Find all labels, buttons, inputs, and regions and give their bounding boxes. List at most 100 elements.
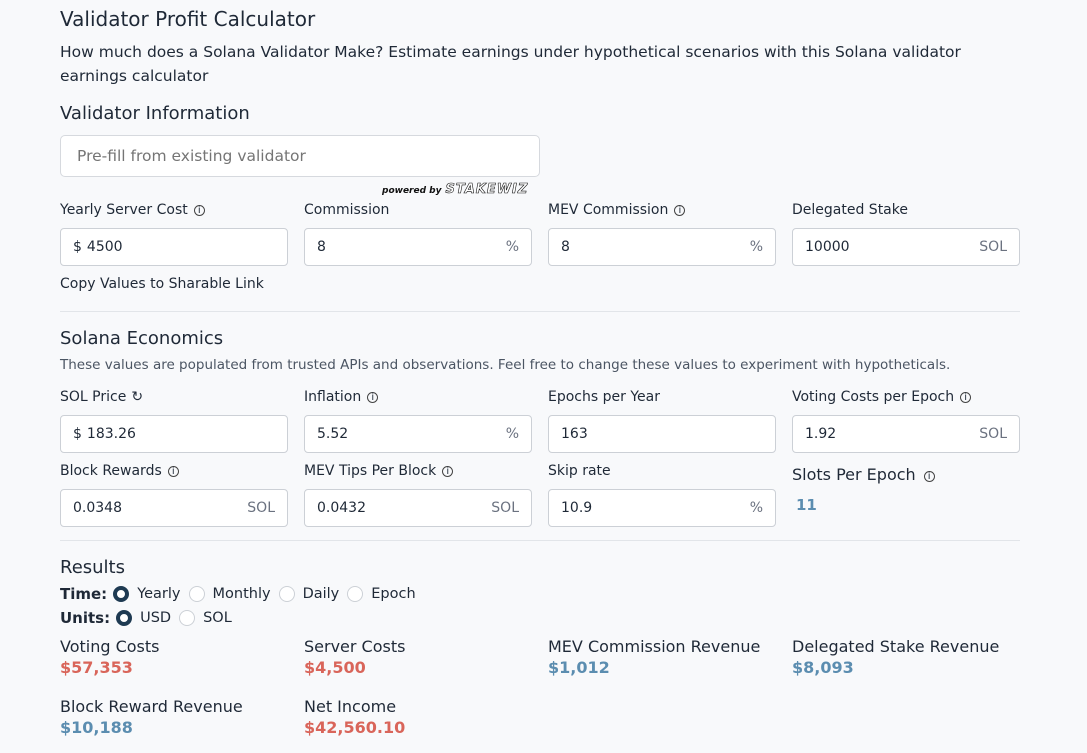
slots-per-epoch: Slots Per Epoch i 11	[792, 465, 935, 514]
result-value: $4,500	[304, 658, 366, 677]
powered-by-text: powered by	[382, 186, 442, 196]
radio-checked-icon[interactable]	[116, 610, 133, 626]
radio-unchecked-icon[interactable]	[188, 586, 205, 602]
result-value: $10,188	[60, 718, 133, 737]
result-voting-costs: Voting Costs $57,353	[60, 637, 300, 677]
unit-suffix: SOL	[979, 426, 1007, 442]
field-commission: Commission 8%	[304, 202, 532, 266]
field-voting-costs-per-epoch: Voting Costs per Epoch i 1.92 SOL	[792, 389, 1020, 453]
time-label: Time:	[60, 585, 108, 603]
result-label: MEV Commission Revenue	[548, 637, 761, 656]
input-value: 0.0432	[317, 500, 366, 516]
field-delegated-stake: Delegated Stake 10000 SOL	[792, 202, 1020, 266]
field-mev-commission: MEV Commission i 8%	[548, 202, 776, 266]
input-value: 0.0348	[73, 500, 122, 516]
label-text: Inflation	[304, 389, 362, 405]
label-text: Epochs per Year	[548, 389, 660, 405]
label-text: SOL Price	[60, 389, 127, 405]
field-yearly-server-cost: Yearly Server Cost i $4500	[60, 202, 288, 266]
label-text: Yearly Server Cost	[60, 202, 188, 218]
units-radio-group: Units: USD SOL	[60, 609, 240, 627]
input-value: 163	[561, 426, 588, 442]
info-icon[interactable]: i	[442, 466, 454, 477]
option-label: Yearly	[137, 586, 181, 602]
economics-subtitle: These values are populated from trusted …	[60, 357, 951, 373]
info-icon[interactable]: i	[960, 392, 972, 403]
unit-suffix: %	[505, 426, 519, 442]
input-value: 4500	[86, 239, 123, 255]
inflation-input[interactable]: 5.52%	[304, 415, 532, 453]
label-text: MEV Commission	[548, 202, 669, 218]
info-icon[interactable]: i	[167, 466, 179, 477]
result-mev-commission-revenue: MEV Commission Revenue $1,012	[548, 637, 788, 677]
radio-checked-icon[interactable]	[113, 586, 130, 602]
time-option-daily[interactable]: Daily	[278, 586, 340, 602]
validator-heading: Validator Information	[60, 103, 250, 124]
units-label: Units:	[60, 609, 111, 627]
radio-unchecked-icon[interactable]	[179, 610, 196, 626]
delegated-stake-input[interactable]: 10000 SOL	[792, 228, 1020, 266]
info-icon[interactable]: i	[193, 205, 205, 216]
prefix: $	[73, 239, 82, 255]
field-skip-rate: Skip rate 10.9%	[548, 463, 776, 527]
result-net-income: Net Income $42,560.10	[304, 697, 544, 737]
radio-unchecked-icon[interactable]	[278, 586, 295, 602]
time-option-monthly[interactable]: Monthly	[188, 586, 271, 602]
unit-suffix: SOL	[247, 500, 275, 516]
info-icon[interactable]: i	[674, 205, 686, 216]
field-label: Commission	[304, 202, 532, 220]
voting-costs-per-epoch-input[interactable]: 1.92 SOL	[792, 415, 1020, 453]
economics-heading: Solana Economics	[60, 328, 224, 349]
skip-rate-input[interactable]: 10.9%	[548, 489, 776, 527]
block-rewards-input[interactable]: 0.0348 SOL	[60, 489, 288, 527]
field-epochs-per-year: Epochs per Year 163	[548, 389, 776, 453]
result-label: Server Costs	[304, 637, 406, 656]
commission-input[interactable]: 8%	[304, 228, 532, 266]
mev-tips-per-block-input[interactable]: 0.0432 SOL	[304, 489, 532, 527]
result-label: Voting Costs	[60, 637, 160, 656]
field-label: Inflation i	[304, 389, 532, 407]
result-label: Block Reward Revenue	[60, 697, 243, 716]
label-text: MEV Tips Per Block	[304, 463, 437, 479]
copy-sharable-link[interactable]: Copy Values to Sharable Link	[60, 276, 264, 292]
epochs-per-year-input[interactable]: 163	[548, 415, 776, 453]
option-label: Daily	[302, 586, 340, 602]
units-option-usd[interactable]: USD	[116, 610, 171, 626]
stakewiz-brand: STAKEWIZ	[445, 182, 529, 198]
input-value: 5.52	[317, 426, 349, 442]
time-option-yearly[interactable]: Yearly	[113, 586, 181, 602]
slots-value: 11	[796, 496, 817, 514]
units-option-sol[interactable]: SOL	[179, 610, 232, 626]
refresh-icon[interactable]: ↻	[131, 389, 144, 405]
field-label: Yearly Server Cost i	[60, 202, 288, 220]
prefill-validator-input[interactable]	[60, 135, 540, 177]
time-radio-group: Time: Yearly Monthly Daily Epoch	[60, 585, 424, 603]
result-value: $42,560.10	[304, 718, 406, 737]
option-label: USD	[140, 610, 172, 626]
result-value: $8,093	[792, 658, 854, 677]
input-value: 8	[317, 239, 326, 255]
result-delegated-stake-revenue: Delegated Stake Revenue $8,093	[792, 637, 1032, 677]
field-mev-tips-per-block: MEV Tips Per Block i 0.0432 SOL	[304, 463, 532, 527]
field-inflation: Inflation i 5.52%	[304, 389, 532, 453]
yearly-server-cost-input[interactable]: $4500	[60, 228, 288, 266]
field-label: Voting Costs per Epoch i	[792, 389, 1020, 407]
powered-by-stakewiz-logo[interactable]: powered by STAKEWIZ	[382, 182, 529, 198]
label-text: Commission	[304, 202, 390, 218]
divider	[60, 311, 1020, 312]
field-label: Delegated Stake	[792, 202, 1020, 220]
label-text: Voting Costs per Epoch	[792, 389, 955, 405]
info-icon[interactable]: i	[923, 471, 935, 482]
info-icon[interactable]: i	[367, 392, 379, 403]
slots-label: Slots Per Epoch	[792, 465, 916, 484]
sol-price-input[interactable]: $183.26	[60, 415, 288, 453]
prefix: $	[73, 426, 82, 442]
input-value: 183.26	[86, 426, 136, 442]
mev-commission-input[interactable]: 8%	[548, 228, 776, 266]
input-value: 10000	[805, 239, 850, 255]
radio-unchecked-icon[interactable]	[347, 586, 364, 602]
label-text: Delegated Stake	[792, 202, 908, 218]
field-label: Block Rewards i	[60, 463, 288, 481]
option-label: Monthly	[212, 586, 271, 602]
time-option-epoch[interactable]: Epoch	[347, 586, 416, 602]
